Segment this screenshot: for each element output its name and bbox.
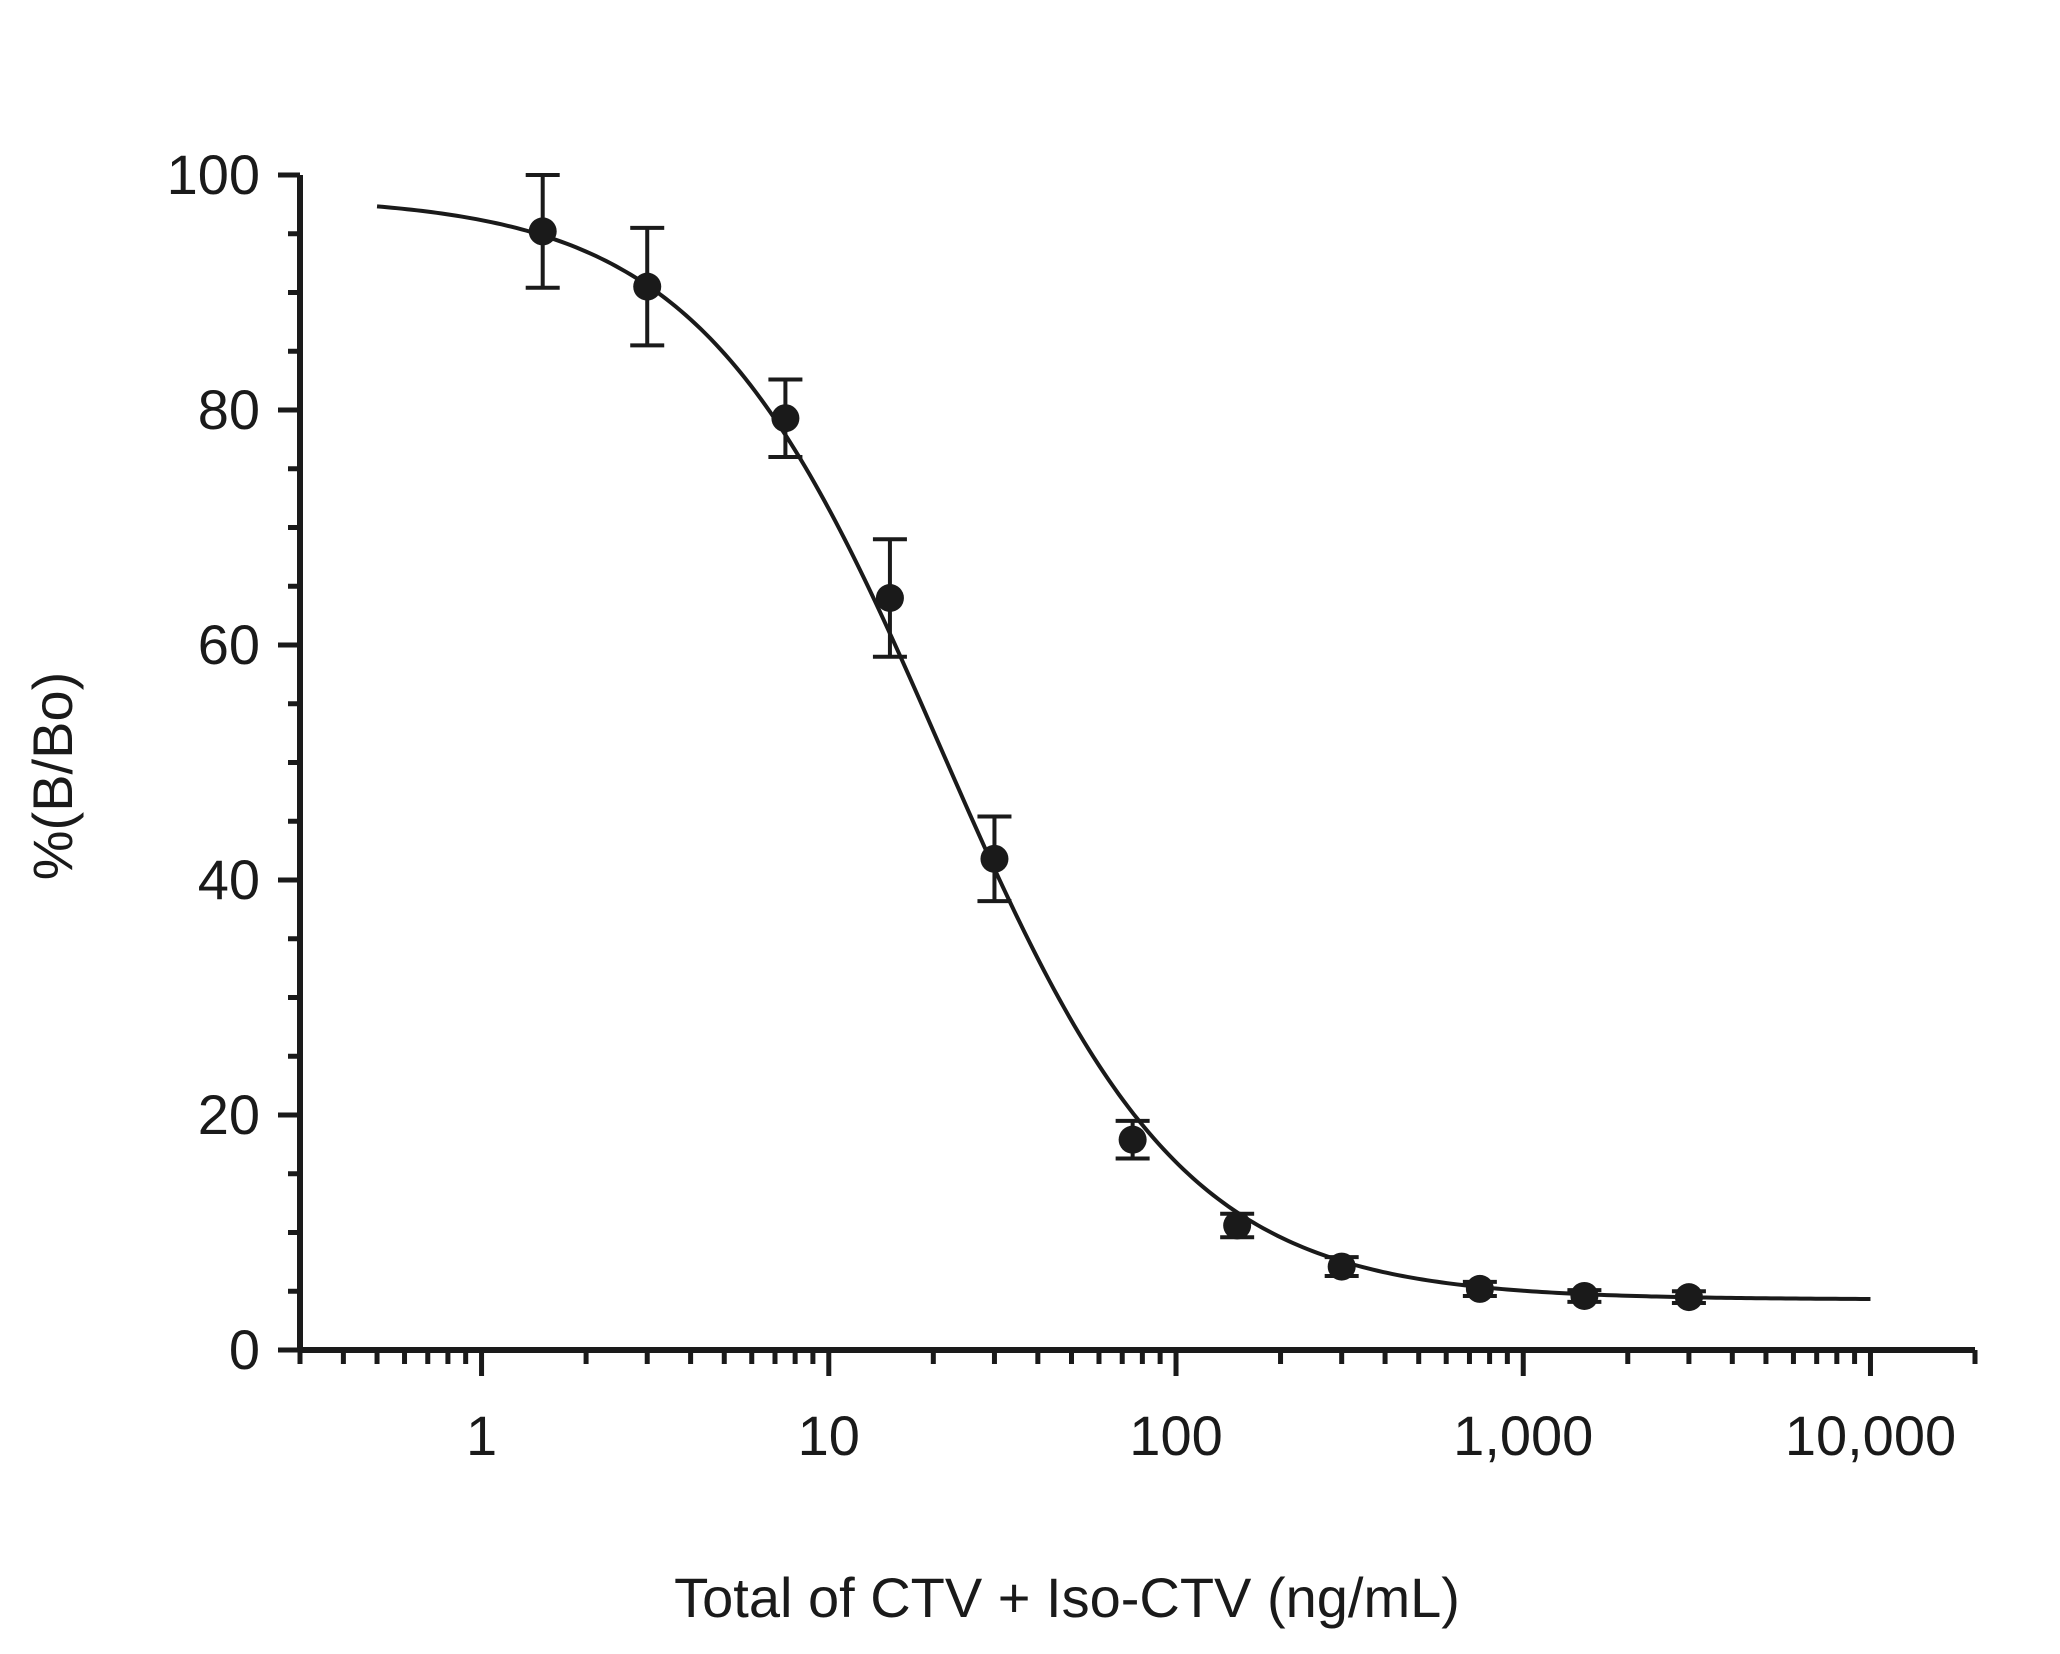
data-point — [1115, 1118, 1150, 1161]
data-marker — [771, 404, 800, 433]
data-marker — [1465, 1274, 1494, 1303]
data-marker — [633, 272, 662, 301]
y-tick-label: 20 — [198, 1083, 260, 1146]
data-point — [1462, 1274, 1497, 1303]
y-tick-label: 60 — [198, 613, 260, 676]
x-tick-label: 1 — [466, 1404, 497, 1467]
data-point — [872, 537, 907, 659]
data-marker — [1570, 1281, 1599, 1310]
data-point — [977, 814, 1012, 904]
data-marker — [875, 584, 904, 612]
data-marker — [1327, 1252, 1356, 1281]
data-points — [525, 173, 1706, 1312]
y-tick-label: 0 — [229, 1318, 260, 1381]
axes: 0 20 40 60 80 100 1 10 100 1,000 10,000 — [167, 143, 1978, 1467]
fit-curve — [376, 204, 1871, 1301]
data-marker — [1674, 1283, 1703, 1312]
y-tick-label: 40 — [198, 848, 260, 911]
x-tick-label: 10 — [798, 1404, 860, 1467]
y-tick-label: 100 — [167, 143, 260, 206]
x-tick-label: 100 — [1129, 1404, 1222, 1467]
x-tick-label: 10,000 — [1785, 1404, 1956, 1467]
data-point — [525, 173, 560, 290]
data-marker — [980, 844, 1009, 873]
fit-curve-group — [376, 204, 1871, 1301]
y-axis-title: %(B/Bo) — [21, 672, 84, 881]
x-tick-label: 1,000 — [1453, 1404, 1593, 1467]
data-point — [1567, 1281, 1602, 1310]
data-marker — [1223, 1211, 1252, 1240]
data-point — [630, 225, 665, 348]
data-marker — [1118, 1125, 1147, 1154]
data-marker — [528, 217, 557, 246]
data-point — [1671, 1283, 1706, 1312]
data-point — [1220, 1211, 1255, 1240]
y-tick-label: 80 — [198, 378, 260, 441]
data-point — [768, 377, 803, 459]
data-point — [1324, 1252, 1359, 1281]
x-axis-title: Total of CTV + Iso-CTV (ng/mL) — [674, 1566, 1460, 1629]
